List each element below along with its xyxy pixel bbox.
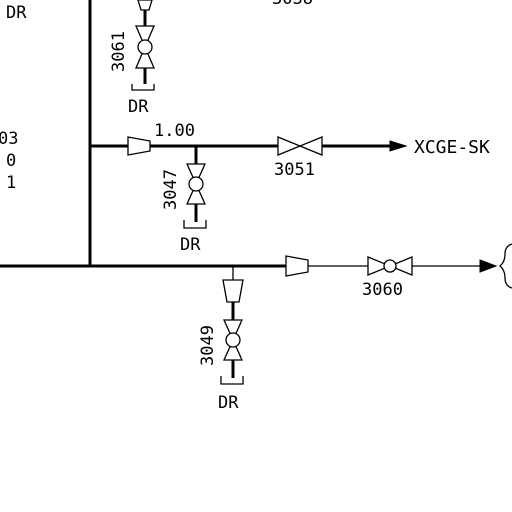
label-dr-3049: DR [218, 393, 239, 413]
reducer-lower [285, 255, 309, 277]
reducer-3061 [137, 0, 153, 11]
label-left-partial-2: 0 [6, 151, 16, 171]
flow-arrow-lower [479, 259, 498, 273]
label-valve-3047: 3047 [161, 169, 181, 210]
reducer-3049 [222, 279, 244, 303]
label-dr-3047: DR [180, 235, 201, 255]
label-dr-3061: DR [128, 97, 149, 117]
label-line-size: 1.00 [154, 121, 195, 141]
reducer-upper [127, 136, 151, 156]
label-left-partial-1: 03 [0, 129, 18, 149]
label-valve-3061: 3061 [109, 31, 129, 72]
label-top-partial: 3038 [272, 0, 313, 9]
valve-3051-icon [277, 136, 323, 156]
valve-3049-icon [222, 319, 244, 361]
drain-cap-3047 [183, 220, 207, 229]
label-valve-3060: 3060 [362, 280, 403, 300]
flow-arrow-xcge [389, 140, 408, 152]
label-xcge: XCGE-SK [414, 137, 490, 158]
valve-3047-icon [185, 163, 207, 205]
drain-cap-3049 [220, 376, 244, 385]
label-valve-3049: 3049 [198, 325, 218, 366]
valve-3061-icon [135, 25, 155, 69]
label-left-partial-3: 1 [6, 173, 16, 193]
label-top-dr: DR [6, 3, 27, 23]
offpage-brace [498, 243, 512, 289]
label-valve-3051: 3051 [274, 160, 315, 180]
valve-3060-icon [367, 256, 413, 276]
drain-cap-3061 [131, 84, 155, 91]
